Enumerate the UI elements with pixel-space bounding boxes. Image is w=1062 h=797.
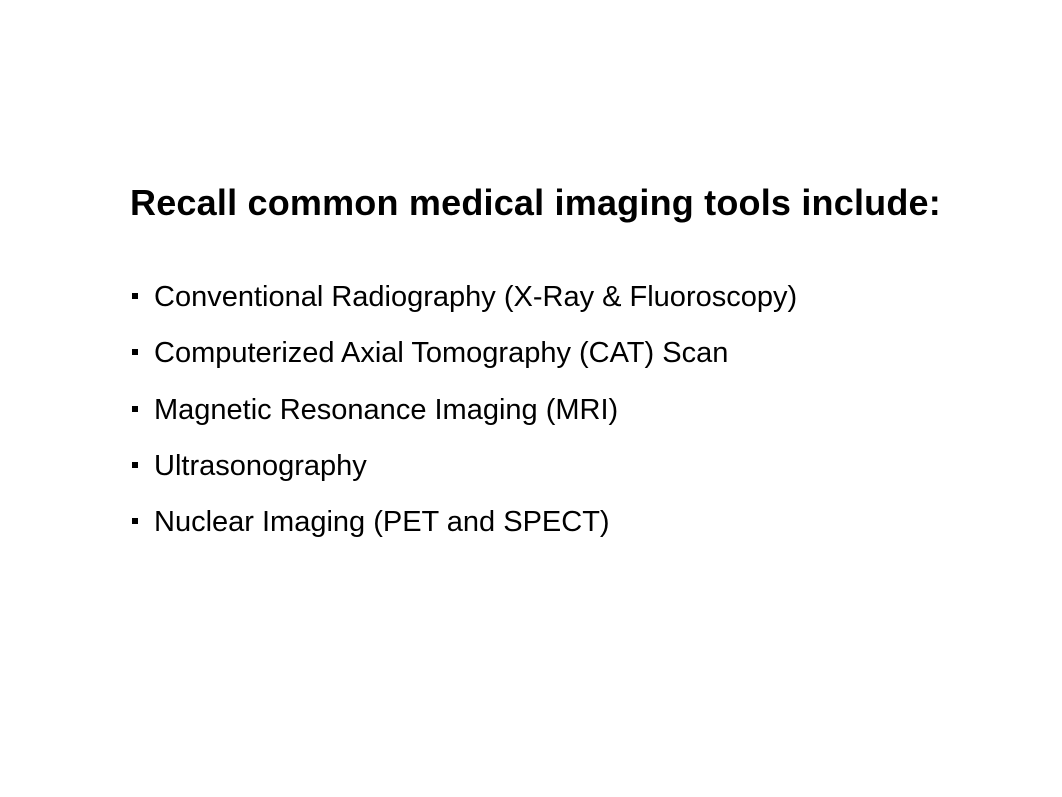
list-item: Computerized Axial Tomography (CAT) Scan bbox=[130, 335, 942, 371]
list-item: Conventional Radiography (X-Ray & Fluoro… bbox=[130, 279, 942, 315]
list-item: Ultrasonography bbox=[130, 448, 942, 484]
slide: Recall common medical imaging tools incl… bbox=[0, 0, 1062, 797]
bullet-list: Conventional Radiography (X-Ray & Fluoro… bbox=[130, 279, 942, 540]
list-item-text: Computerized Axial Tomography (CAT) Scan bbox=[154, 337, 728, 369]
list-item-text: Magnetic Resonance Imaging (MRI) bbox=[154, 394, 618, 426]
list-item: Nuclear Imaging (PET and SPECT) bbox=[130, 504, 942, 540]
list-item-text: Nuclear Imaging (PET and SPECT) bbox=[154, 506, 610, 538]
list-item: Magnetic Resonance Imaging (MRI) bbox=[130, 392, 942, 428]
slide-title: Recall common medical imaging tools incl… bbox=[130, 180, 942, 225]
list-item-text: Conventional Radiography (X-Ray & Fluoro… bbox=[154, 281, 797, 313]
list-item-text: Ultrasonography bbox=[154, 450, 367, 482]
